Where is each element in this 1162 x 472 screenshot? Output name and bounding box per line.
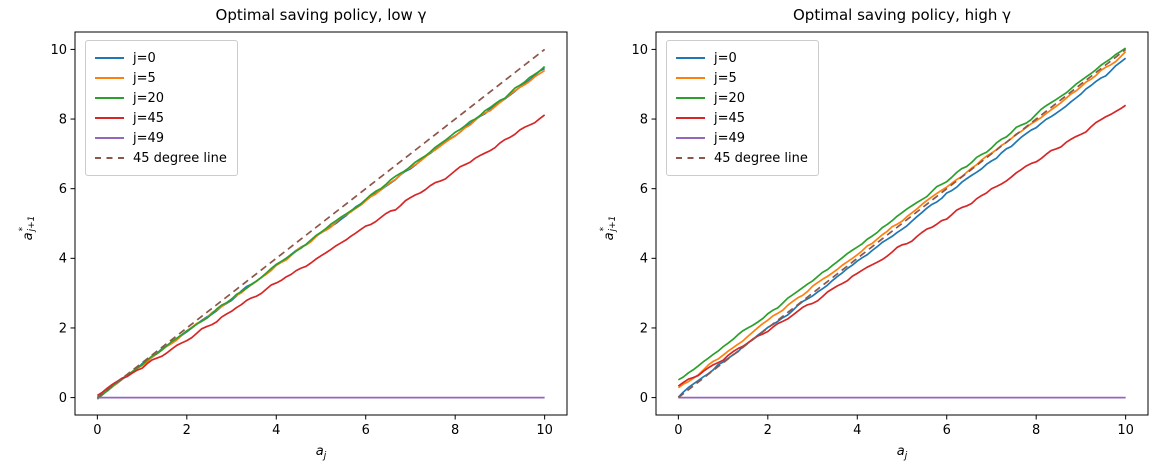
y-tick-label: 2 — [59, 321, 67, 336]
legend-item: 45 degree line — [676, 150, 808, 166]
y-tick-label: 6 — [640, 182, 648, 197]
y-tick-label: 4 — [59, 252, 67, 267]
legend-line-swatch — [95, 57, 124, 59]
series-line-j-5 — [677, 51, 1127, 389]
series-line-j-20 — [96, 65, 546, 400]
x-axis-label-base: a — [315, 444, 324, 459]
x-axis-label-sub: j — [904, 450, 908, 462]
legend-line-swatch — [676, 77, 705, 79]
series-line-45-degree-line — [96, 48, 546, 399]
legend-label: j=20 — [714, 90, 746, 106]
legend: j=0 j=5 j=20 j=45 j=49 45 degree line — [666, 40, 819, 176]
legend-label: 45 degree line — [133, 150, 227, 166]
legend-item: j=45 — [676, 110, 808, 126]
legend-line-swatch — [95, 117, 124, 119]
legend-item: j=20 — [676, 90, 808, 106]
axes-spines — [74, 31, 568, 416]
y-tick-label: 0 — [59, 391, 67, 406]
y-tick-label: 10 — [631, 43, 648, 58]
legend-line-swatch — [95, 77, 124, 79]
x-tick-label: 2 — [183, 423, 191, 438]
axes-area: 0 2 4 6 8 10 0 2 4 6 8 10 — [631, 31, 1149, 438]
x-axis-label: aj — [656, 444, 1148, 462]
series-line-j-20 — [677, 47, 1127, 381]
legend-line-swatch — [95, 97, 124, 99]
legend-line-swatch — [676, 57, 705, 59]
x-tick-label: 4 — [272, 423, 280, 438]
legend-label: j=0 — [714, 50, 737, 66]
x-axis-label: aj — [75, 444, 567, 462]
legend-label: j=20 — [133, 90, 165, 106]
legend-item: j=0 — [676, 50, 808, 66]
x-tick-label: 0 — [674, 423, 682, 438]
x-tick-label: 10 — [536, 423, 553, 438]
legend-item: j=49 — [676, 130, 808, 146]
x-axis-label-base: a — [896, 444, 905, 459]
legend-label: j=49 — [714, 130, 746, 146]
legend-label: j=45 — [133, 110, 165, 126]
y-tick-label: 0 — [640, 391, 648, 406]
legend-label: j=0 — [133, 50, 156, 66]
series-line-j-45 — [96, 114, 546, 397]
x-tick-label: 6 — [362, 423, 370, 438]
x-tick-label: 10 — [1117, 423, 1134, 438]
legend-item: j=0 — [95, 50, 227, 66]
x-axis-label-sub: j — [323, 450, 327, 462]
x-tick-label: 6 — [943, 423, 951, 438]
x-tick-label: 4 — [853, 423, 861, 438]
x-tick-label: 8 — [451, 423, 459, 438]
y-tick-label: 2 — [640, 321, 648, 336]
y-tick-label: 4 — [640, 252, 648, 267]
plot-title: Optimal saving policy, low γ — [215, 6, 427, 24]
legend-line-swatch — [676, 97, 705, 99]
legend-label: j=45 — [714, 110, 746, 126]
axes-spines — [655, 31, 1149, 416]
x-tick-label: 8 — [1032, 423, 1040, 438]
legend-item: 45 degree line — [95, 150, 227, 166]
y-tick-label: 6 — [59, 182, 67, 197]
legend-item: j=5 — [676, 70, 808, 86]
legend-line-swatch — [676, 137, 705, 139]
legend-label: j=5 — [133, 70, 156, 86]
legend-item: j=5 — [95, 70, 227, 86]
legend-label: j=5 — [714, 70, 737, 86]
y-tick-label: 8 — [59, 112, 67, 127]
series-line-45-degree-line — [677, 48, 1127, 399]
legend-item: j=45 — [95, 110, 227, 126]
legend-label: j=49 — [133, 130, 165, 146]
y-tick-label: 10 — [50, 43, 67, 58]
x-tick-label: 2 — [764, 423, 772, 438]
legend-line-swatch — [95, 157, 124, 159]
legend-line-swatch — [676, 117, 705, 119]
legend-line-swatch — [676, 157, 705, 159]
legend-item: j=49 — [95, 130, 227, 146]
legend: j=0 j=5 j=20 j=45 j=49 45 degree line — [85, 40, 238, 176]
plot-title: Optimal saving policy, high γ — [792, 6, 1011, 24]
x-tick-label: 0 — [93, 423, 101, 438]
legend-label: 45 degree line — [714, 150, 808, 166]
legend-line-swatch — [95, 137, 124, 139]
y-tick-label: 8 — [640, 112, 648, 127]
axes-area: 0 2 4 6 8 10 0 2 4 6 8 10 — [50, 31, 568, 438]
legend-item: j=20 — [95, 90, 227, 106]
